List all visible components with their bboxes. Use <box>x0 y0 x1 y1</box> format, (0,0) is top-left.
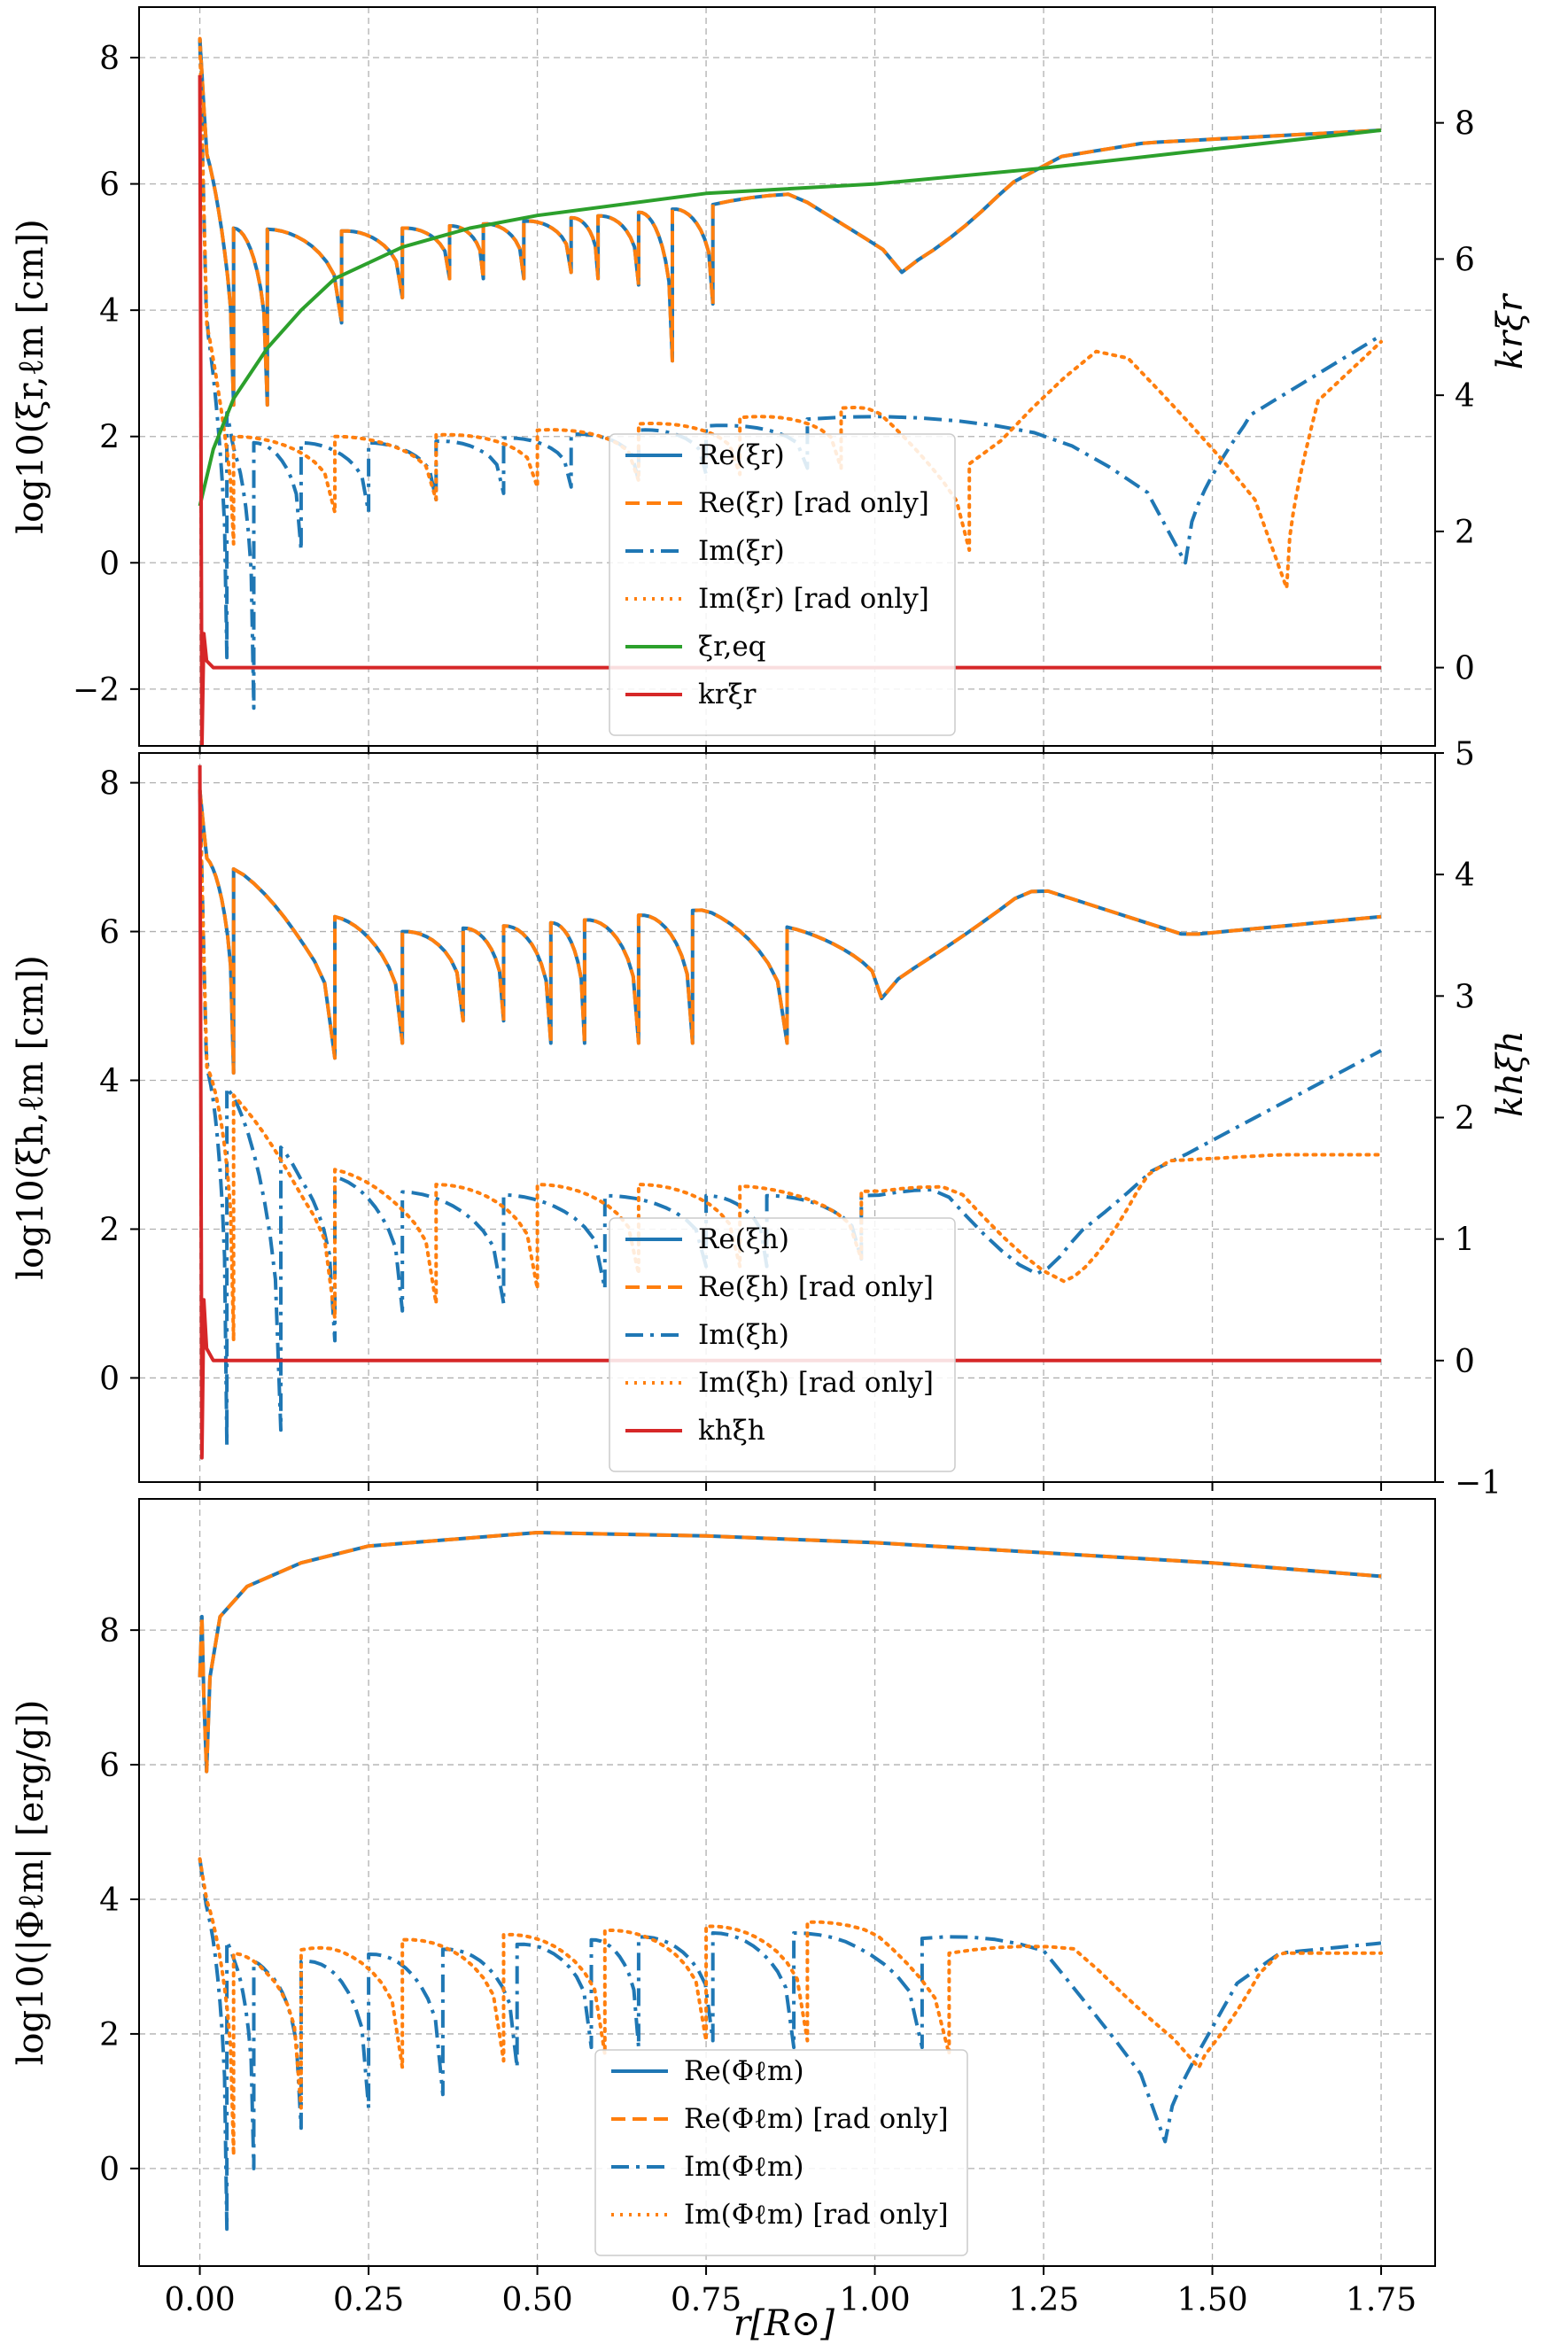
y-tick-label: 6 <box>99 915 120 951</box>
series-group <box>198 765 1383 1460</box>
y-right-tick-label: 5 <box>1455 736 1475 772</box>
legend-label: Re(ξh) [rad only] <box>698 1271 934 1303</box>
series-line-4 <box>198 1857 1383 2157</box>
series-line-5 <box>198 128 1382 507</box>
series-line-1 <box>198 38 1382 408</box>
axes-frame <box>138 1498 1436 2267</box>
legend-label: Re(ξr) [rad only] <box>698 487 929 519</box>
legend-label: Im(ξr) <box>698 535 785 567</box>
y-tick-label: 4 <box>99 293 120 330</box>
y-tick-label: 2 <box>99 1212 120 1248</box>
y-tick-label: 8 <box>99 41 120 77</box>
legend-label: Re(Φℓm) [rad only] <box>684 2103 949 2135</box>
panel-bottom: 0.00 0.25 0.50 0.75 1.00 1.25 1.50 1.75 0 2 4 6 8 log… <box>11 1498 1436 2318</box>
series-line-4 <box>198 788 1383 1343</box>
y-axis-label: log10(ξr,ℓm [cm]) <box>11 219 51 533</box>
legend-label: Im(ξr) [rad only] <box>698 583 929 615</box>
series-group <box>198 1531 1383 2232</box>
series-line-5 <box>198 765 1381 1460</box>
legend: Re(ξh) Re(ξh) [rad only] Im(ξh) Im(ξh) [rad… <box>609 1217 956 1472</box>
series-line-2 <box>198 38 1382 408</box>
y-axis-label: log10(|Φℓm| [erg/g]) <box>11 1700 51 2066</box>
y-right-tick-label: −1 <box>1455 1465 1502 1502</box>
x-tick-label: 0.25 <box>333 2282 404 2318</box>
y-right-tick-label: 0 <box>1455 1344 1475 1380</box>
y-tick-label: 8 <box>99 1613 120 1650</box>
x-tick-label: 1.00 <box>839 2282 910 2318</box>
legend-label: Im(ξh) [rad only] <box>698 1367 934 1399</box>
legend-box <box>594 2049 968 2256</box>
x-axis-label: r[R⊙] <box>734 2303 834 2344</box>
x-tick-label: 0.75 <box>671 2282 741 2318</box>
legend-label: Im(ξh) <box>698 1319 789 1351</box>
axes-frame <box>138 6 1436 747</box>
y-tick-label: 8 <box>99 766 120 803</box>
legend: Re(Φℓm) Re(Φℓm) [rad only] Im(Φℓm) Im(Φℓm) … <box>594 2049 968 2256</box>
legend-label: khξh <box>698 1415 765 1447</box>
y-axis-label: log10(ξh,ℓm [cm]) <box>11 955 51 1279</box>
y-tick-label: 4 <box>99 1064 120 1100</box>
series-line-2 <box>198 789 1382 1075</box>
y-right-tick-label: 1 <box>1455 1223 1475 1259</box>
y-tick-label: 2 <box>99 2017 120 2053</box>
legend-box <box>609 433 956 736</box>
legend-label: ξr,eq <box>698 631 766 663</box>
series-line-1 <box>198 1531 1382 1774</box>
y-right-axis-label: khξh <box>1490 1030 1531 1117</box>
y-tick-label: 6 <box>99 167 120 204</box>
legend-label: Im(Φℓm) [rad only] <box>684 2199 949 2231</box>
grid <box>139 1499 1435 2266</box>
series-line-3 <box>198 789 1382 1447</box>
y-right-tick-label: 4 <box>1455 378 1475 415</box>
y-tick-label: 0 <box>99 1361 120 1397</box>
legend-label: Re(ξh) <box>698 1223 789 1255</box>
y-tick-label: 0 <box>99 2152 120 2188</box>
y-right-tick-label: 8 <box>1455 106 1475 143</box>
y-tick-label: 0 <box>99 546 120 582</box>
legend-box <box>609 1217 956 1472</box>
x-tick-label: 0.50 <box>501 2282 572 2318</box>
legend-label: Im(Φℓm) <box>684 2151 804 2183</box>
y-tick-label: −2 <box>73 672 120 709</box>
legend-label: Re(ξr) <box>698 439 785 471</box>
y-tick-label: 2 <box>99 420 120 456</box>
y-right-axis-label: krξr <box>1490 292 1531 369</box>
y-right-tick-label: 2 <box>1455 1101 1475 1137</box>
y-right-tick-label: 2 <box>1455 515 1475 551</box>
y-tick-label: 4 <box>99 1882 120 1919</box>
x-tick-label: 1.75 <box>1346 2282 1417 2318</box>
x-tick-label: 1.50 <box>1176 2282 1247 2318</box>
legend-label: Re(Φℓm) <box>684 2055 804 2087</box>
x-tick-label: 1.25 <box>1008 2282 1079 2318</box>
y-tick-label: 6 <box>99 1748 120 1784</box>
x-tick-label: 0.00 <box>165 2282 236 2318</box>
series-line-3 <box>198 1859 1382 2232</box>
series-line-6 <box>198 74 1381 746</box>
series-line-3 <box>198 38 1383 710</box>
y-right-tick-label: 3 <box>1455 979 1475 1015</box>
y-right-tick-label: 4 <box>1455 858 1475 894</box>
legend: Re(ξr) Re(ξr) [rad only] Im(ξr) Im(ξr) [rad… <box>609 433 956 736</box>
y-right-tick-label: 0 <box>1455 651 1475 687</box>
legend-label: krξr <box>698 679 757 710</box>
y-right-tick-label: 6 <box>1455 242 1475 278</box>
series-line-2 <box>198 1531 1382 1774</box>
